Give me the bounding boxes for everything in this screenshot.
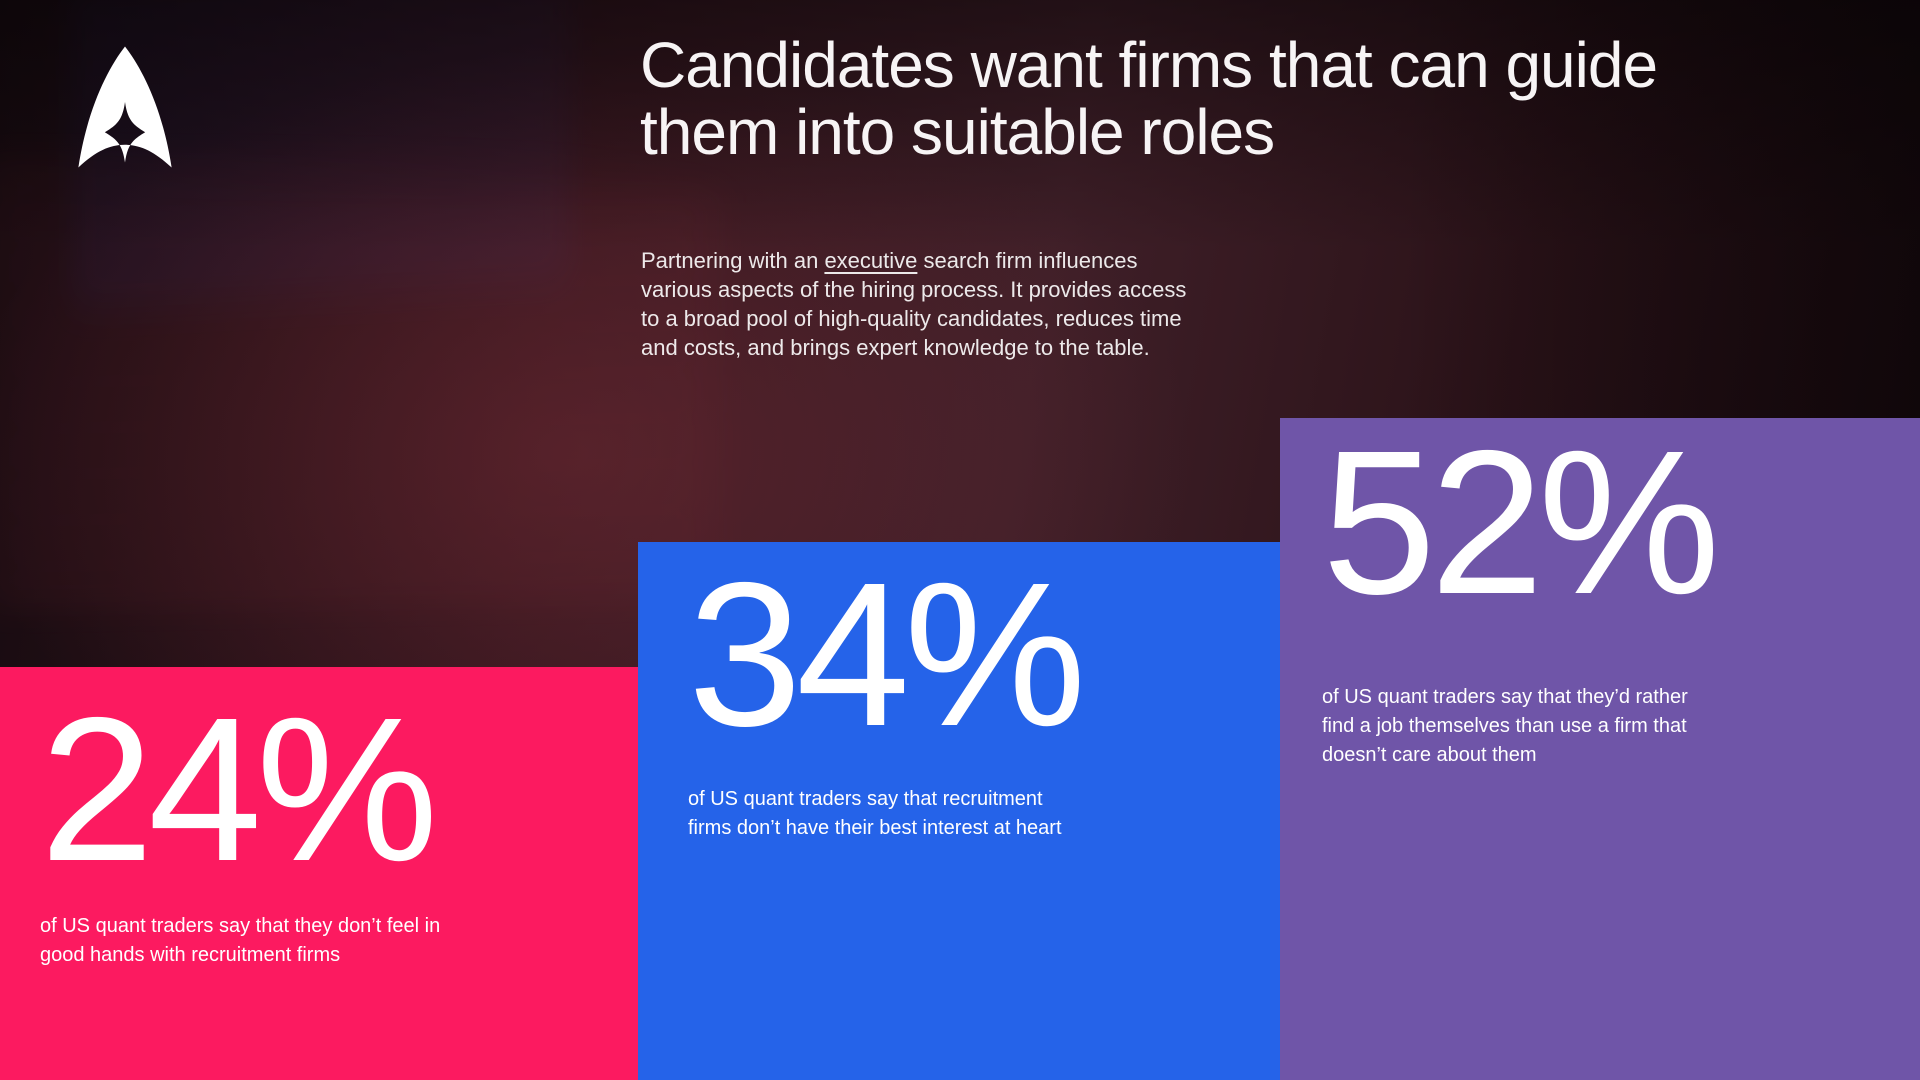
stat-card-34: 34% of US quant traders say that recruit… bbox=[638, 542, 1280, 1080]
stat-caption-52: of US quant traders say that they’d rath… bbox=[1322, 686, 1688, 766]
stat-card-52: 52% of US quant traders say that they’d … bbox=[1280, 418, 1920, 1080]
arc-a-star-icon bbox=[78, 46, 172, 168]
brand-logo bbox=[62, 40, 188, 174]
stat-caption-24: of US quant traders say that they don’t … bbox=[40, 915, 441, 966]
stat-value-34: 34% bbox=[688, 540, 1086, 769]
page-title: Candidates want firms that can guide the… bbox=[640, 29, 1800, 169]
intro-text-post: search firm influences various aspects o… bbox=[641, 248, 1187, 361]
page-title-line1: Candidates want firms that can guide bbox=[640, 29, 1658, 101]
stat-value-52: 52% bbox=[1322, 408, 1720, 637]
intro-text-pre: Partnering with an bbox=[641, 248, 825, 273]
stat-caption-34: of US quant traders say that recruitment… bbox=[688, 788, 1062, 839]
stat-card-24: 24% of US quant traders say that they do… bbox=[0, 667, 638, 1080]
intro-paragraph: Partnering with an executive search firm… bbox=[641, 246, 1196, 362]
executive-link[interactable]: executive bbox=[824, 248, 918, 273]
page-title-line2: them into suitable roles bbox=[640, 96, 1275, 169]
stat-value-24: 24% bbox=[40, 675, 438, 904]
